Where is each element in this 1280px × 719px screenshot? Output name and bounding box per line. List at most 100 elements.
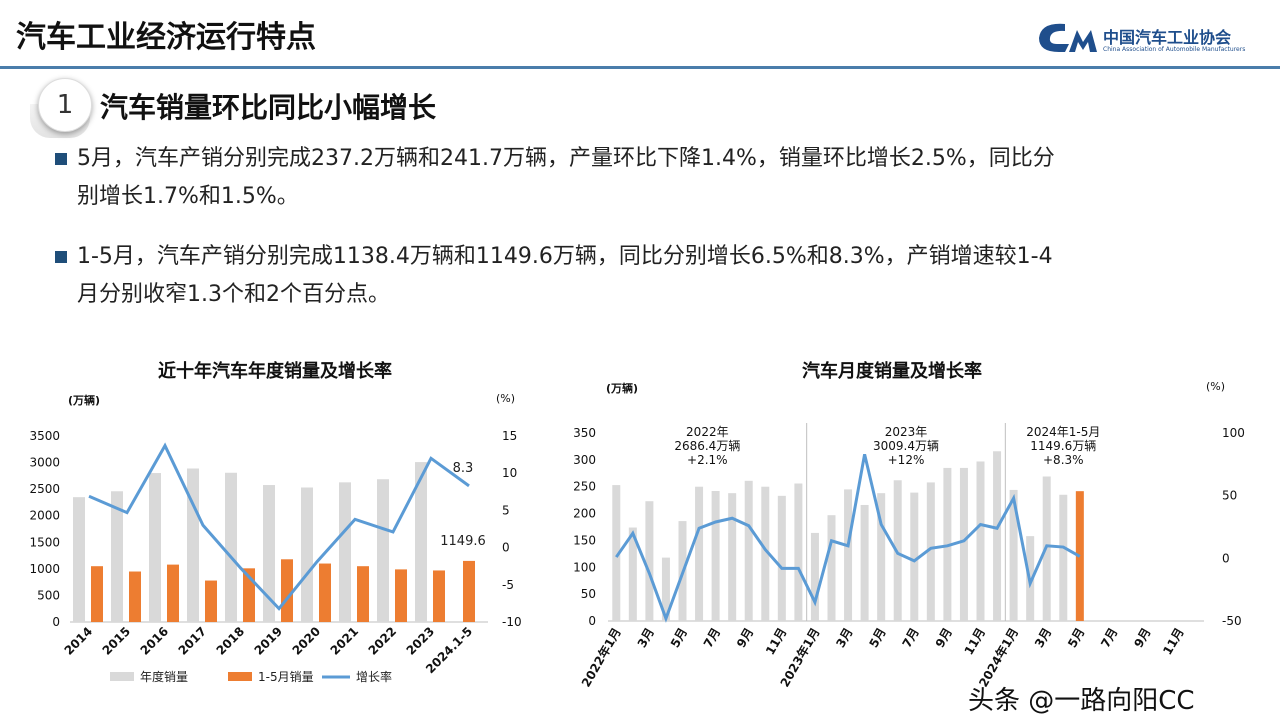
x-tick-label: 3月 — [635, 626, 657, 651]
jan-may-sales-bar — [433, 570, 445, 622]
annual-sales-bar — [263, 485, 275, 622]
annual-sales-bar — [111, 491, 123, 622]
right-tick-label: 0 — [502, 541, 510, 555]
x-tick-label: 7月 — [900, 626, 922, 651]
caam-logo: 中国汽车工业协会 China Association of Automobile… — [1035, 16, 1275, 60]
x-tick-label: 9月 — [1131, 626, 1153, 651]
legend-swatch-jan-may — [228, 672, 252, 681]
value-data-label: 1149.6 — [440, 534, 486, 549]
jan-may-sales-bar — [91, 566, 103, 622]
left-tick-label: 200 — [573, 507, 596, 521]
chart1-title: 近十年汽车年度销量及增长率 — [158, 361, 392, 382]
monthly-sales-bar — [794, 483, 803, 621]
bullet-text-line2: 月分别收窄1.3个和2个百分点。 — [77, 282, 390, 307]
right-tick-label: 5 — [502, 503, 510, 517]
jan-may-sales-bar — [167, 564, 179, 622]
monthly-sales-bar — [844, 489, 853, 621]
left-tick-label: 2000 — [29, 509, 60, 523]
monthly-sales-chart: (万辆) (%) 350 300 250 200 150 100 50 0 100 50 0 -50 202… — [573, 380, 1245, 689]
annual-sales-bar — [415, 462, 427, 622]
annual-sales-bar — [339, 482, 351, 622]
x-tick-label: 2014 — [62, 624, 96, 658]
left-tick-label: 150 — [573, 533, 596, 547]
x-tick-label: 5月 — [668, 626, 690, 651]
bullet-square-icon — [55, 153, 67, 165]
monthly-sales-bar — [860, 504, 869, 621]
logo-text-en: China Association of Automobile Manufact… — [1103, 46, 1246, 53]
chart2-title: 汽车月度销量及增长率 — [802, 361, 982, 382]
right-axis-unit: (%) — [496, 392, 515, 405]
bullet-text-line1: 1-5月，汽车产销分别完成1138.4万辆和1149.6万辆，同比分别增长6.5… — [77, 244, 1053, 269]
left-tick-label: 3000 — [29, 456, 60, 470]
growth-rate-line — [88, 442, 470, 611]
annual-sales-bar — [225, 472, 237, 622]
monthly-sales-bar — [993, 451, 1002, 621]
right-tick-label: 0 — [1222, 551, 1230, 565]
annotation-volume: 1149.6万辆 — [1030, 439, 1096, 453]
annual-sales-bar — [377, 479, 389, 622]
monthly-sales-bar — [728, 493, 737, 621]
jan-may-sales-bar — [463, 560, 475, 622]
right-tick-label: 100 — [1222, 426, 1245, 440]
left-tick-label: 350 — [573, 426, 596, 440]
x-tick-label: 3月 — [833, 626, 855, 651]
legend-swatch-annual — [110, 672, 134, 681]
rate-data-label: 8.3 — [453, 461, 474, 476]
header-rule — [0, 66, 1280, 69]
left-tick-label: 0 — [588, 614, 596, 628]
jan-may-sales-bar — [205, 580, 217, 622]
annotation-volume: 3009.4万辆 — [873, 439, 939, 453]
x-tick-label: 2022年1月 — [578, 625, 624, 689]
right-tick-label: 15 — [502, 429, 517, 443]
x-tick-label: 2016 — [138, 624, 172, 658]
jan-may-sales-bar — [357, 566, 369, 622]
x-tick-label: 11月 — [962, 626, 988, 658]
x-tick-label: 11月 — [1160, 626, 1186, 658]
monthly-sales-bar — [1009, 489, 1018, 621]
legend-label: 增长率 — [356, 669, 392, 684]
x-tick-label: 7月 — [1098, 626, 1120, 651]
left-tick-label: 0 — [52, 615, 60, 629]
x-tick-label: 2020 — [290, 624, 324, 658]
monthly-sales-bar — [645, 501, 654, 621]
annotation-year: 2022年 — [686, 425, 729, 439]
caam-logo-icon — [1039, 23, 1097, 52]
monthly-sales-bar — [1059, 494, 1068, 621]
bullet-item-2: 1-5月，汽车产销分别完成1138.4万辆和1149.6万辆，同比分别增长6.5… — [55, 238, 1245, 314]
monthly-sales-bar — [695, 486, 704, 621]
bullet-square-icon — [55, 251, 67, 263]
left-tick-label: 300 — [573, 453, 596, 467]
right-tick-label: 50 — [1222, 489, 1237, 503]
left-tick-label: 1000 — [29, 562, 60, 576]
annual-sales-bar — [149, 473, 161, 622]
annotation-year: 2024年1-5月 — [1026, 425, 1100, 439]
x-tick-label: 9月 — [933, 626, 955, 651]
x-tick-label: 9月 — [734, 626, 756, 651]
monthly-sales-bar — [612, 485, 621, 621]
left-axis-unit: (万辆) — [68, 393, 100, 407]
legend-label: 年度销量 — [140, 669, 188, 684]
legend-label: 1-5月销量 — [258, 670, 314, 684]
annotation-volume: 2686.4万辆 — [674, 439, 740, 453]
jan-may-sales-bar — [395, 569, 407, 622]
annotation-year: 2023年 — [885, 425, 928, 439]
slide-title: 汽车工业经济运行特点 — [16, 20, 316, 55]
monthly-sales-bar — [810, 532, 819, 621]
x-tick-label: 3月 — [1032, 626, 1054, 651]
x-tick-label: 5月 — [1065, 626, 1087, 651]
right-tick-label: -5 — [502, 578, 514, 592]
slide-header: 汽车工业经济运行特点 中国汽车工业协会 China Association of… — [0, 0, 1280, 69]
monthly-sales-bar — [910, 492, 919, 621]
left-tick-label: 100 — [573, 560, 596, 574]
bullet-text-line1: 5月，汽车产销分别完成237.2万辆和241.7万辆，产量环比下降1.4%，销量… — [77, 146, 1055, 171]
x-tick-label: 7月 — [701, 626, 723, 651]
annotation-growth: +2.1% — [687, 453, 728, 467]
x-tick-label: 2019 — [252, 624, 286, 658]
left-tick-label: 3500 — [29, 429, 60, 443]
bullet-item-1: 5月，汽车产销分别完成237.2万辆和241.7万辆，产量环比下降1.4%，销量… — [55, 140, 1245, 216]
monthly-sales-bar — [711, 491, 720, 621]
monthly-sales-bar — [959, 467, 968, 621]
annotation-growth: +8.3% — [1043, 453, 1084, 467]
section-heading: 1 汽车销量环比同比小幅增长 — [30, 78, 630, 138]
annotation-growth: +12% — [888, 453, 925, 467]
